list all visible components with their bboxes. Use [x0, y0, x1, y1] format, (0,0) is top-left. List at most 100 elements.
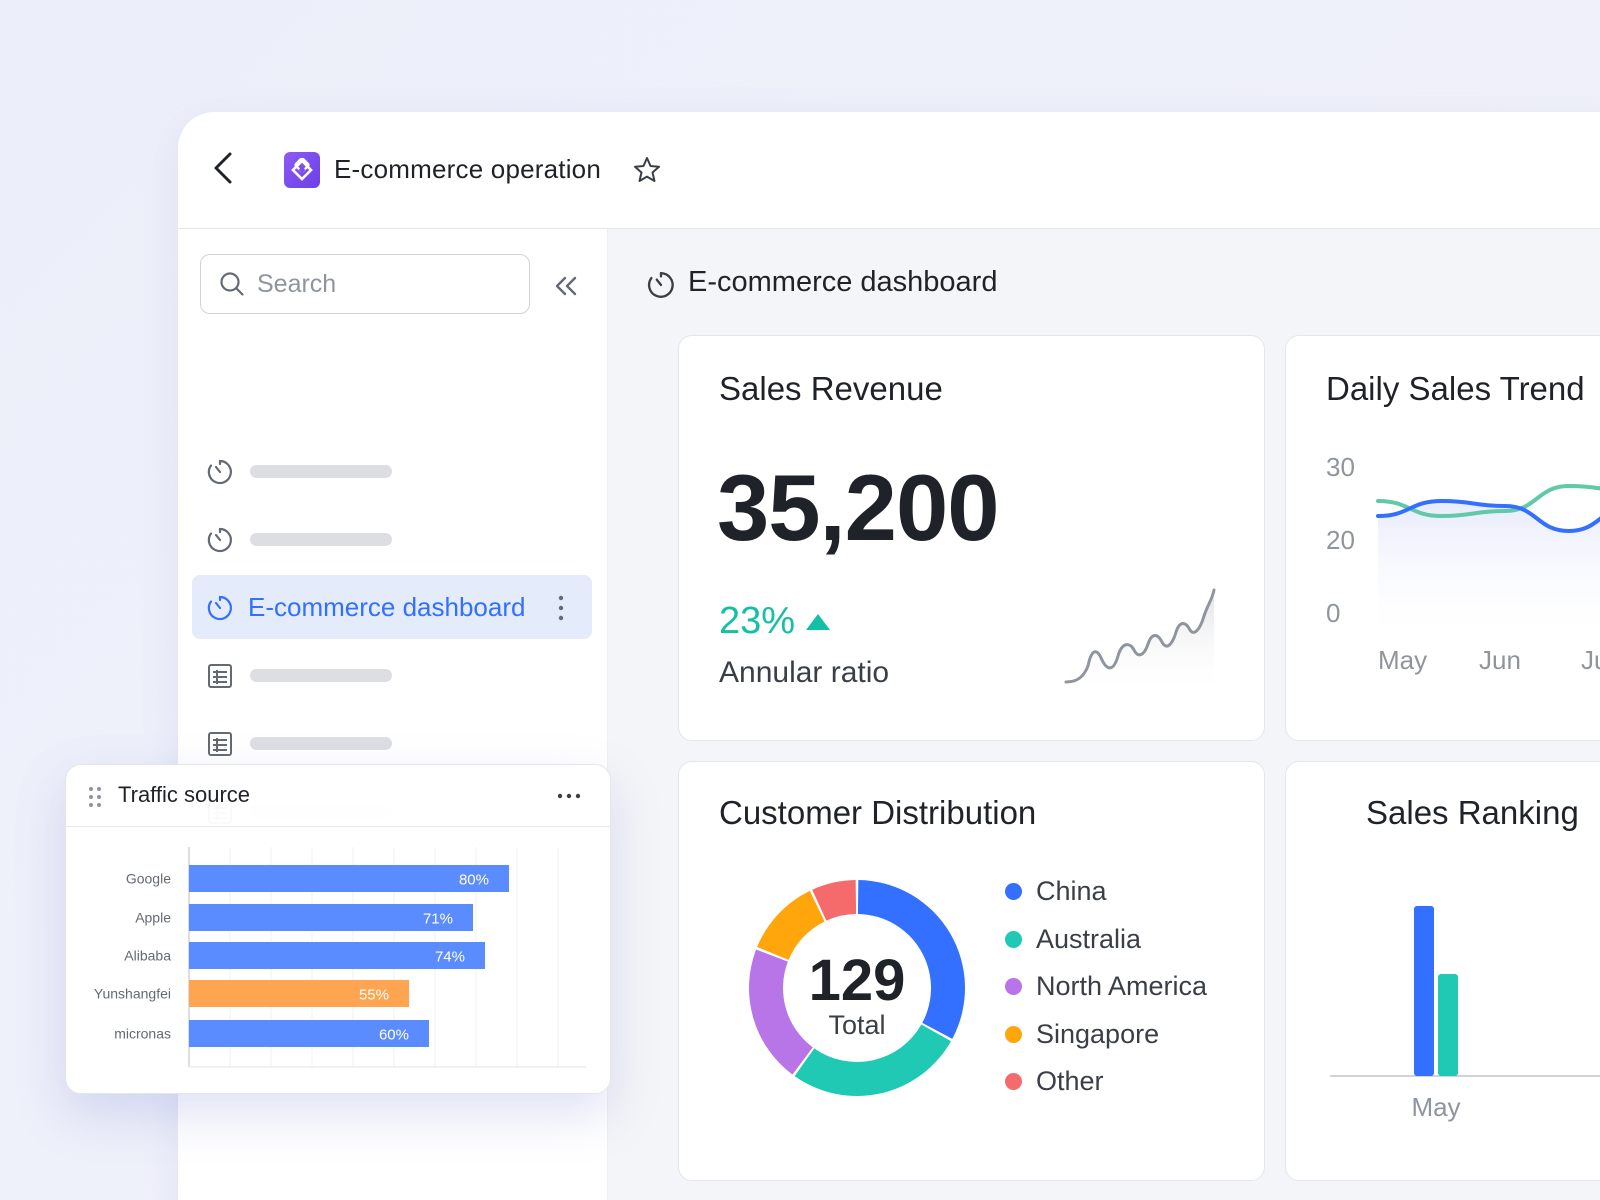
more-vertical-icon[interactable]	[556, 593, 566, 623]
sales-ranking-chart: May	[1330, 906, 1600, 1122]
main-content: E-commerce dashboard Sales Revenue 35,20…	[608, 229, 1600, 1200]
top-bar: E-commerce operation	[178, 112, 1600, 229]
sidebar-item-table-1[interactable]	[192, 643, 592, 707]
triangle-up-icon	[806, 613, 831, 630]
app-title: E-commerce operation	[334, 154, 601, 184]
traffic-source-widget[interactable]: Traffic source Google 80% Apple 71% Alibaba 7…	[65, 764, 611, 1094]
donut-slice-singapore[interactable]	[757, 890, 825, 960]
sidebar-item-table-2[interactable]	[192, 711, 592, 775]
daily-sales-trend-chart: 30 20 0 May Jun Ju	[1326, 452, 1600, 675]
revenue-ratio: 23%	[719, 600, 796, 642]
legend-label: China	[1036, 876, 1107, 907]
table-sheet-icon	[208, 732, 232, 756]
trend-line-green	[1376, 483, 1600, 519]
legend-item[interactable]: Australia	[1005, 916, 1207, 964]
donut-slice-china[interactable]	[857, 880, 965, 1039]
placeholder-bar	[250, 465, 392, 478]
sales-revenue-card[interactable]: Sales Revenue 35,200 23% Annular ratio	[678, 335, 1265, 741]
legend-label: Other	[1036, 1066, 1104, 1097]
revenue-sparkline	[1064, 588, 1216, 696]
trend-line-blue	[1376, 498, 1600, 534]
app-logo-icon	[284, 152, 320, 188]
donut-slice-australia[interactable]	[794, 1024, 951, 1096]
revenue-value: 35,200	[717, 455, 1000, 560]
page-title: E-commerce dashboard	[688, 266, 998, 298]
sidebar-item-ecommerce-dashboard[interactable]: E-commerce dashboard	[192, 575, 592, 639]
legend-label: Singapore	[1036, 1018, 1160, 1049]
dashboard-gauge-icon	[647, 272, 674, 298]
legend-dot	[1005, 1025, 1022, 1043]
sidebar-item-label: E-commerce dashboard	[248, 592, 526, 622]
category-label: Google	[126, 871, 171, 887]
donut-total-value: 129	[808, 948, 906, 1013]
search-icon	[220, 272, 244, 296]
traffic-source-chart: Google 80% Apple 71% Alibaba 74% Yunshangfei 55…	[94, 847, 586, 1068]
placeholder-bar	[250, 737, 392, 750]
traffic-bar-yunshangfei[interactable]	[189, 980, 409, 1007]
table-sheet-icon	[208, 664, 232, 688]
bar-value-label: 55%	[359, 987, 389, 1004]
sidebar-item-dashboard-2[interactable]	[192, 507, 592, 571]
donut-total-label: Total	[828, 1010, 886, 1040]
legend-label: North America	[1036, 971, 1208, 1002]
more-horizontal-icon[interactable]	[556, 783, 582, 809]
search-box[interactable]	[200, 254, 530, 314]
category-label: micronas	[114, 1026, 171, 1042]
ranking-bar-series-1[interactable]	[1414, 906, 1434, 1076]
star-icon[interactable]	[632, 155, 662, 185]
traffic-bar-google[interactable]	[189, 865, 509, 892]
dashboard-gauge-icon	[207, 595, 232, 621]
daily-sales-trend-card[interactable]: Daily Sales Trend 30 20 0 May Jun Ju	[1285, 335, 1600, 741]
legend-dot	[1005, 978, 1022, 996]
y-tick-label: 0	[1326, 598, 1340, 628]
trend-area-fill	[1378, 501, 1600, 646]
bar-value-label: 74%	[435, 949, 465, 966]
legend-item[interactable]: China	[1005, 868, 1207, 916]
legend-item[interactable]: Other	[1005, 1058, 1207, 1106]
category-label: Apple	[135, 910, 171, 926]
customer-donut-chart	[749, 880, 965, 1096]
legend-dot	[1005, 883, 1022, 901]
legend-dot	[1005, 930, 1022, 948]
dashboard-gauge-icon	[207, 527, 232, 553]
bar-value-label: 60%	[379, 1027, 409, 1044]
y-tick-label: 20	[1326, 525, 1355, 555]
x-tick-label: Jun	[1479, 645, 1521, 675]
x-tick-label: May	[1411, 1092, 1460, 1122]
chart-legend: China Australia North America Singapore Othe…	[1005, 868, 1207, 1106]
legend-item[interactable]: Singapore	[1005, 1011, 1207, 1059]
legend-item[interactable]: North America	[1005, 963, 1207, 1011]
bar-value-label: 71%	[423, 911, 453, 928]
revenue-ratio-label: Annular ratio	[719, 656, 890, 689]
category-label: Yunshangfei	[94, 986, 171, 1002]
traffic-bar-alibaba[interactable]	[189, 942, 485, 969]
legend-label: Australia	[1036, 923, 1142, 954]
category-label: Alibaba	[124, 948, 171, 964]
legend-dot	[1005, 1073, 1022, 1091]
y-tick-label: 30	[1326, 452, 1355, 482]
sales-ranking-card[interactable]: Sales Ranking May	[1285, 761, 1600, 1181]
customer-distribution-card[interactable]: Customer Distribution 129 Total China Aus…	[678, 761, 1265, 1181]
bar-value-label: 80%	[459, 872, 489, 889]
traffic-bar-apple[interactable]	[189, 904, 473, 931]
placeholder-bar	[250, 533, 392, 546]
app-window: E-commerce operation	[178, 112, 1600, 1200]
back-arrow-icon[interactable]	[208, 148, 240, 188]
x-tick-label: May	[1378, 645, 1427, 675]
collapse-sidebar-icon[interactable]	[552, 272, 580, 300]
widget-title: Traffic source	[118, 782, 251, 807]
widget-header: Traffic source	[66, 765, 610, 827]
donut-slice-north-america[interactable]	[749, 949, 813, 1075]
dashboard-gauge-icon	[207, 459, 232, 485]
placeholder-bar	[250, 669, 392, 682]
card-title: Sales Revenue	[719, 370, 943, 407]
card-title: Customer Distribution	[719, 794, 1037, 831]
drag-handle-icon[interactable]	[88, 786, 102, 808]
x-tick-label: Ju	[1581, 645, 1600, 675]
sidebar-item-dashboard-1[interactable]	[192, 439, 592, 503]
card-title: Sales Ranking	[1366, 794, 1579, 831]
traffic-bar-micronas[interactable]	[189, 1020, 429, 1047]
search-input[interactable]	[257, 269, 517, 299]
ranking-bar-series-2[interactable]	[1438, 974, 1458, 1076]
donut-slice-other[interactable]	[812, 880, 857, 921]
